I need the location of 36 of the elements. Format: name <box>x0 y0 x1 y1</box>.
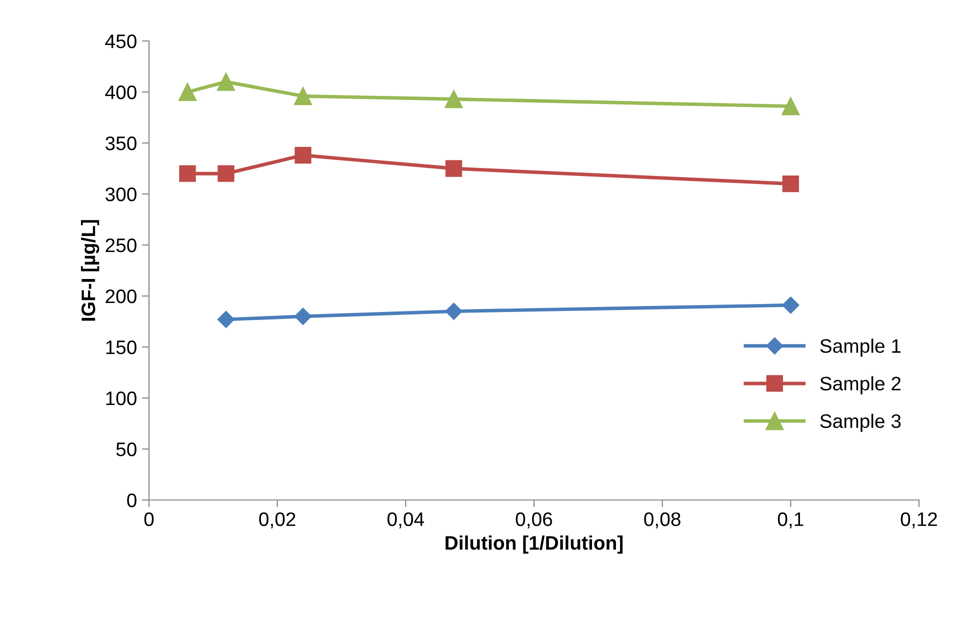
point <box>782 175 799 192</box>
point <box>782 296 800 314</box>
point <box>179 165 196 182</box>
y-tick-label: 400 <box>105 85 136 100</box>
legend-label: Sample 1 <box>820 338 901 357</box>
point <box>294 146 312 164</box>
legend-label: Sample 2 <box>820 376 901 394</box>
point <box>445 302 462 320</box>
x-tick-label: 0 <box>144 512 154 526</box>
y-tick-label: 150 <box>106 340 136 354</box>
y-tick-label: 250 <box>106 238 136 252</box>
point <box>294 308 312 325</box>
y-tick-label: 0 <box>127 493 136 508</box>
point <box>444 90 463 108</box>
legend-label: Sample 3 <box>820 414 901 432</box>
x-tick-label: 0,02 <box>259 512 296 528</box>
point <box>216 72 236 91</box>
point <box>178 82 197 102</box>
y-tick-label: 50 <box>116 442 136 456</box>
y-tick-label: 350 <box>105 136 136 150</box>
y-tick-label: 200 <box>106 289 136 304</box>
y-tick-label: 450 <box>105 34 136 48</box>
point <box>217 310 235 328</box>
point <box>218 165 234 182</box>
x-tick-label: 0,1 <box>778 512 804 528</box>
x-tick-label: 0,04 <box>388 512 424 528</box>
x-axis-title: Dilution [1/Dilution] <box>446 535 623 554</box>
y-tick-label: 300 <box>105 187 136 202</box>
x-tick-label: 0,06 <box>516 512 552 528</box>
point <box>445 160 462 177</box>
y-tick-label: 100 <box>106 391 136 406</box>
y-axis-title: IGF-I [µg/L] <box>80 220 100 321</box>
point <box>294 87 312 106</box>
point <box>782 97 800 116</box>
x-tick-label: 0,08 <box>644 512 680 528</box>
x-tick-label: 0,12 <box>900 512 937 528</box>
